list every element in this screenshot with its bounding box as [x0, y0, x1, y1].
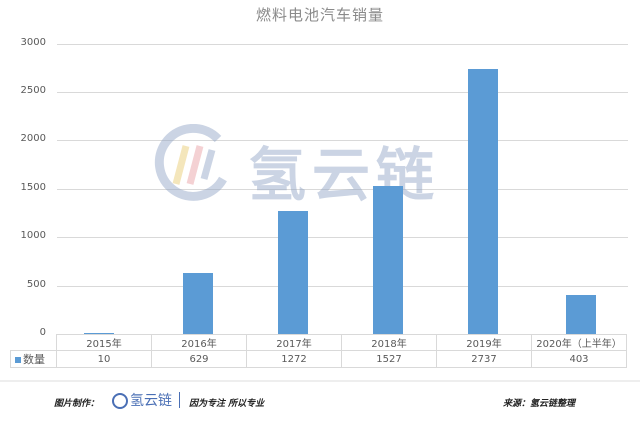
y-tick: 1000 — [20, 230, 46, 241]
table-cell: 2737 — [436, 350, 532, 368]
y-tick: 0 — [39, 327, 46, 338]
table-cell: 1527 — [341, 350, 437, 368]
footer: 图片制作： 氢云链 因为专注 所以专业 来源：氢云链整理 — [0, 380, 640, 429]
gridline — [57, 286, 628, 287]
gridline — [57, 92, 628, 93]
bar-2019 — [468, 69, 498, 334]
logo-icon — [112, 393, 128, 409]
legend-swatch-icon — [15, 356, 21, 363]
y-tick: 2500 — [20, 85, 46, 96]
bar-2018 — [373, 186, 403, 334]
watermark-text: 氢云链 — [248, 141, 441, 209]
gridline — [57, 237, 628, 238]
table-cell: 403 — [531, 350, 627, 368]
footer-logo: 氢云链 — [112, 390, 172, 410]
table-row: 数量 10 629 1272 1527 2737 403 — [10, 350, 627, 368]
y-tick: 2000 — [20, 133, 46, 144]
data-table: 2015年 2016年 2017年 2018年 2019年 2020年（上半年）… — [10, 334, 627, 368]
y-tick: 500 — [26, 279, 46, 290]
table-header-cell: 2016年 — [151, 334, 247, 351]
watermark-logo-icon — [154, 123, 227, 201]
logo-text: 氢云链 — [130, 393, 172, 409]
table-cell: 1272 — [246, 350, 342, 368]
slogan: 因为专注 所以专业 — [189, 399, 265, 409]
gridline — [57, 44, 628, 45]
legend-cell: 数量 — [10, 350, 57, 368]
table-header-cell: 2015年 — [56, 334, 152, 351]
source-label: 来源：氢云链整理 — [503, 399, 576, 409]
table-cell: 629 — [151, 350, 247, 368]
divider — [179, 392, 180, 408]
table-header-cell: 2019年 — [436, 334, 532, 351]
credit-label: 图片制作： — [54, 399, 100, 409]
bar-2016 — [183, 273, 213, 334]
bar-2017 — [278, 211, 308, 334]
table-header-cell: 2020年（上半年） — [531, 334, 627, 351]
table-header-row: 2015年 2016年 2017年 2018年 2019年 2020年（上半年） — [10, 334, 627, 351]
watermark: 氢云链 — [148, 123, 468, 209]
table-cell: 10 — [56, 350, 152, 368]
plot-area: 氢云链 — [57, 44, 628, 334]
legend-label: 数量 — [23, 353, 45, 366]
gridline — [57, 140, 628, 141]
table-header-cell: 2017年 — [246, 334, 342, 351]
table-header-cell: 2018年 — [341, 334, 437, 351]
bar-2020h1 — [566, 295, 596, 334]
gridline — [57, 189, 628, 190]
bar-2015 — [84, 333, 114, 334]
y-tick: 1500 — [20, 182, 46, 193]
chart-title: 燃料电池汽车销量 — [255, 6, 384, 24]
y-tick: 3000 — [20, 37, 46, 48]
